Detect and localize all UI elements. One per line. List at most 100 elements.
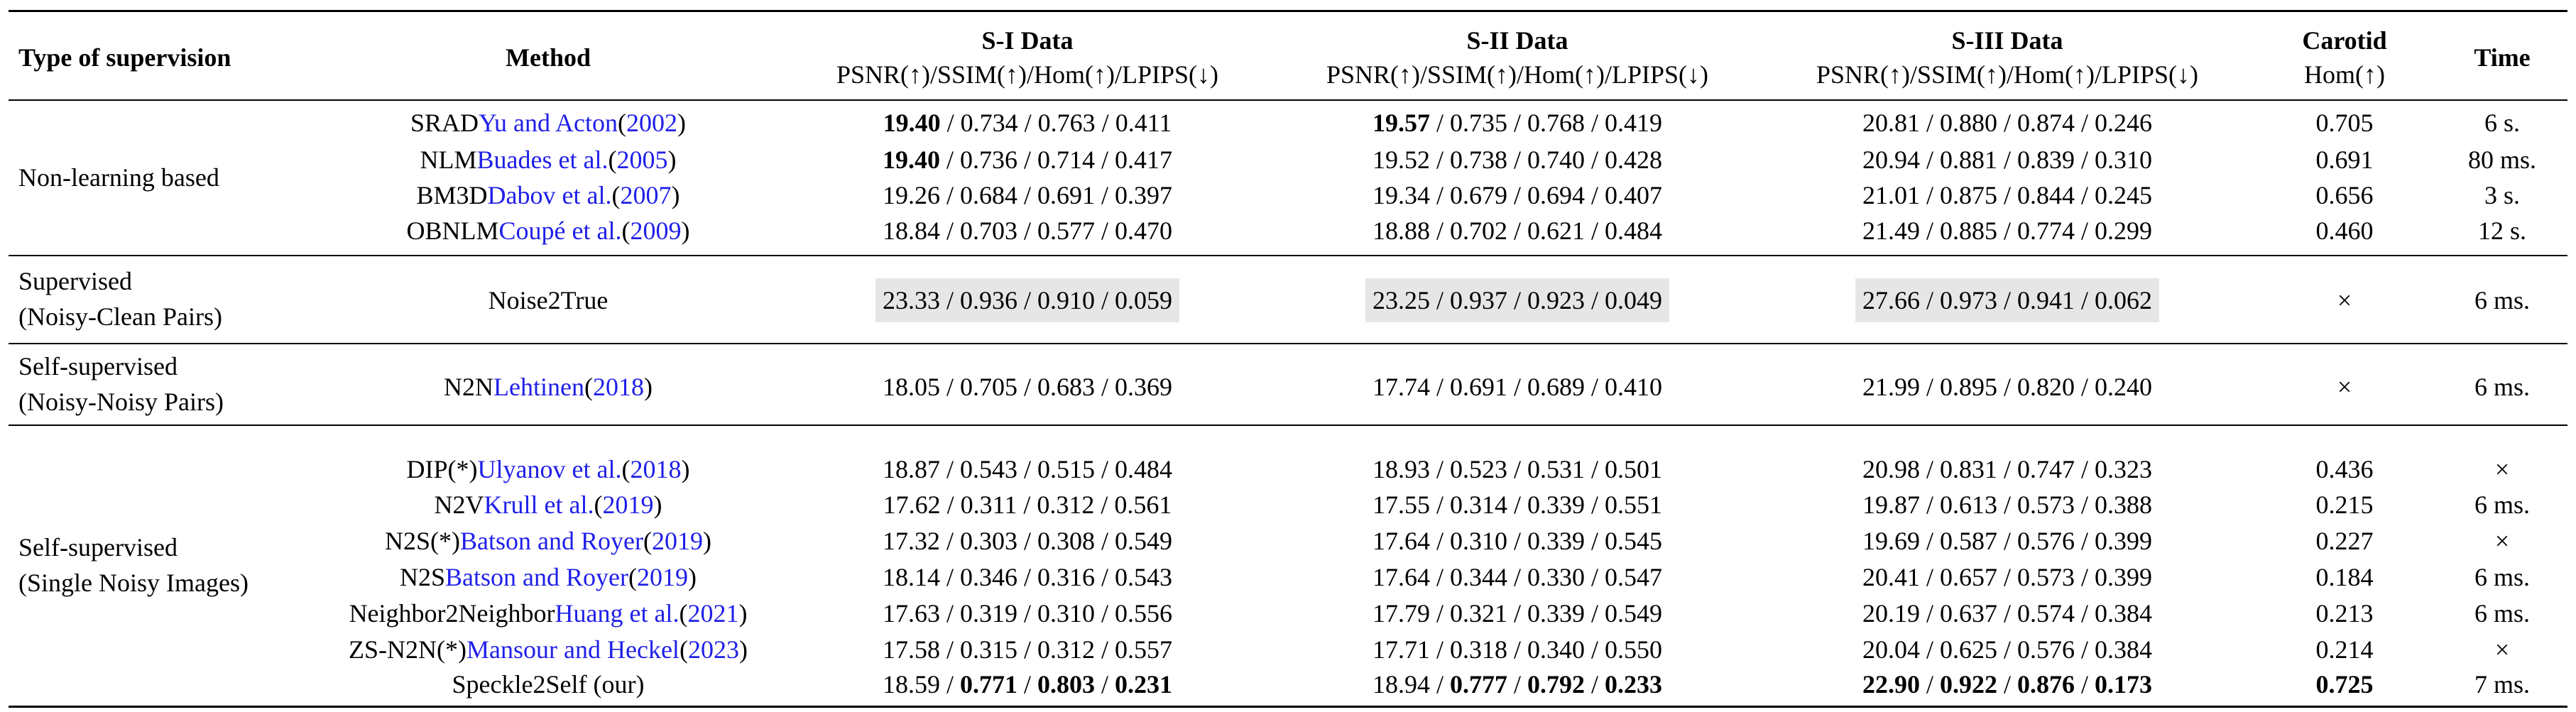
- metric-separator: /: [1095, 109, 1115, 137]
- metric-ssim: 0.736: [959, 146, 1017, 174]
- citation-year-link[interactable]: 2019: [651, 527, 703, 555]
- citation-year-link[interactable]: 2019: [637, 563, 688, 591]
- metric-hom: 0.774: [2017, 217, 2075, 245]
- metric-separator: /: [1919, 286, 1940, 314]
- citation-year-link[interactable]: 2018: [630, 455, 682, 483]
- s1-metrics: 19.40 / 0.736 / 0.714 / 0.417: [883, 147, 1172, 172]
- table-header: Type of supervision Method S-I Data PSNR(↑)…: [9, 16, 2567, 99]
- s3-metrics-cell: 21.49 / 0.885 / 0.774 / 0.299: [1762, 214, 2252, 248]
- metric-psnr: 17.71: [1372, 635, 1430, 664]
- carotid-hom-cell: 0.656: [2252, 178, 2437, 212]
- citation-year-link[interactable]: 2021: [687, 599, 739, 628]
- method-name: N2S: [400, 563, 446, 591]
- citation-link[interactable]: Krull et al.: [484, 491, 594, 519]
- time-cell: 6 ms.: [2437, 596, 2567, 630]
- metric-hom: 0.689: [1527, 373, 1585, 401]
- method-name: N2V: [434, 491, 484, 519]
- citation-link[interactable]: Huang et al.: [555, 599, 680, 628]
- metric-separator: /: [1429, 455, 1450, 483]
- citation-year-link[interactable]: 2005: [616, 146, 668, 174]
- citation-paren: (: [584, 373, 593, 401]
- metric-lpips: 0.411: [1115, 109, 1172, 137]
- citation-year-link[interactable]: 2023: [687, 635, 739, 664]
- s1-metrics: 18.87 / 0.543 / 0.515 / 0.484: [883, 456, 1172, 482]
- metric-hom: 0.621: [1527, 217, 1585, 245]
- metric-lpips: 0.397: [1115, 181, 1173, 209]
- method-name: SRAD: [410, 109, 479, 137]
- header-type-of-supervision-text: Type of supervision: [18, 43, 231, 72]
- metric-psnr: 17.32: [882, 527, 940, 555]
- citation-year-link[interactable]: 2002: [626, 109, 677, 137]
- citation-link[interactable]: Buades et al.: [476, 146, 608, 174]
- s3-metrics-cell: 21.99 / 0.895 / 0.820 / 0.240: [1762, 370, 2252, 404]
- method-cell: N2S Batson and Royer (2019): [314, 560, 782, 594]
- metric-psnr: 18.93: [1372, 455, 1430, 483]
- metric-psnr: 18.05: [882, 373, 940, 401]
- citation-paren: ): [677, 109, 686, 137]
- citation-link[interactable]: Batson and Royer: [460, 527, 643, 555]
- metric-lpips: 0.399: [2095, 563, 2153, 591]
- metric-hom: 0.694: [1527, 181, 1585, 209]
- citation-link[interactable]: Batson and Royer: [445, 563, 628, 591]
- group-label-line: Self-supervised: [18, 351, 178, 380]
- metric-hom: 0.763: [1037, 109, 1096, 137]
- metric-psnr: 21.99: [1862, 373, 1920, 401]
- table-row: BM3D Dabov et al. (2007) 19.26 / 0.684 / …: [9, 178, 2567, 212]
- table-rule: [9, 255, 2567, 256]
- s3-metrics: 22.90 / 0.922 / 0.876 / 0.173: [1862, 672, 2152, 697]
- metric-ssim: 0.303: [959, 527, 1017, 555]
- group-label-line: Self-supervised: [18, 533, 178, 562]
- citation-link[interactable]: Mansour and Heckel: [466, 635, 680, 664]
- citation-link[interactable]: Yu and Acton: [479, 109, 618, 137]
- s2-metrics-cell: 17.55 / 0.314 / 0.339 / 0.551: [1272, 488, 1762, 522]
- citation-link[interactable]: Dabov et al.: [487, 181, 612, 209]
- s2-metrics: 18.93 / 0.523 / 0.531 / 0.501: [1372, 456, 1662, 482]
- citation-link[interactable]: Coupé et al.: [498, 217, 622, 245]
- citation-link[interactable]: Ulyanov et al.: [477, 455, 622, 483]
- metric-psnr: 17.64: [1372, 527, 1430, 555]
- citation-year-link[interactable]: 2018: [592, 373, 644, 401]
- method-name: Speckle2Self (our): [452, 670, 645, 699]
- s3-metrics-cell: 20.19 / 0.637 / 0.574 / 0.384: [1762, 596, 2252, 630]
- metric-hom: 0.577: [1037, 217, 1095, 245]
- citation-year-link[interactable]: 2009: [630, 217, 682, 245]
- table-row: DIP(*) Ulyanov et al. (2018) 18.87 / 0.54…: [9, 452, 2567, 486]
- s1-metrics: 18.59 / 0.771 / 0.803 / 0.231: [883, 672, 1172, 697]
- metric-hom: 0.576: [2017, 527, 2075, 555]
- metric-psnr: 23.25: [1372, 286, 1430, 314]
- carotid-hom-cell: 0.184: [2252, 560, 2437, 594]
- metric-psnr: 18.14: [882, 563, 940, 591]
- metric-separator: /: [1997, 109, 2017, 137]
- metric-separator: /: [1429, 635, 1450, 664]
- metric-separator: /: [1429, 563, 1450, 591]
- citation-link[interactable]: Lehtinen: [493, 373, 584, 401]
- metric-ssim: 0.318: [1449, 635, 1507, 664]
- supervision-group-label: Supervised (Noisy-Clean Pairs): [18, 255, 222, 343]
- metric-separator: /: [1507, 373, 1527, 401]
- s1-metrics: 18.05 / 0.705 / 0.683 / 0.369: [883, 374, 1172, 400]
- metric-separator: /: [1017, 109, 1038, 137]
- metric-lpips: 0.062: [2095, 286, 2153, 314]
- metric-ssim: 0.777: [1449, 670, 1507, 699]
- metric-separator: /: [1997, 455, 2017, 483]
- s3-metrics: 20.19 / 0.637 / 0.574 / 0.384: [1862, 601, 2152, 626]
- s3-metrics: 20.94 / 0.881 / 0.839 / 0.310: [1862, 147, 2152, 172]
- time-value: 6 ms.: [2474, 286, 2530, 314]
- s1-metrics: 19.40 / 0.734 / 0.763 / 0.411: [883, 110, 1172, 136]
- s2-metrics-cell: 18.94 / 0.777 / 0.792 / 0.233: [1272, 667, 1762, 701]
- carotid-hom-value: ×: [2337, 373, 2352, 401]
- metric-psnr: 19.26: [882, 181, 940, 209]
- citation-year-link[interactable]: 2019: [602, 491, 654, 519]
- time-cell: 3 s.: [2437, 178, 2567, 212]
- header-type-of-supervision: Type of supervision: [9, 16, 324, 99]
- table-row: OBNLM Coupé et al. (2009) 18.84 / 0.703 /…: [9, 214, 2567, 248]
- carotid-hom-value: 0.184: [2315, 563, 2374, 591]
- citation-paren: ): [643, 373, 653, 401]
- metric-lpips: 0.547: [1605, 563, 1663, 591]
- citation-year-link[interactable]: 2007: [620, 181, 672, 209]
- metric-lpips: 0.470: [1115, 217, 1173, 245]
- metric-hom: 0.576: [2017, 635, 2075, 664]
- metric-ssim: 0.543: [959, 455, 1017, 483]
- group-label-line: (Noisy-Noisy Pairs): [18, 387, 224, 416]
- metric-separator: /: [1507, 455, 1527, 483]
